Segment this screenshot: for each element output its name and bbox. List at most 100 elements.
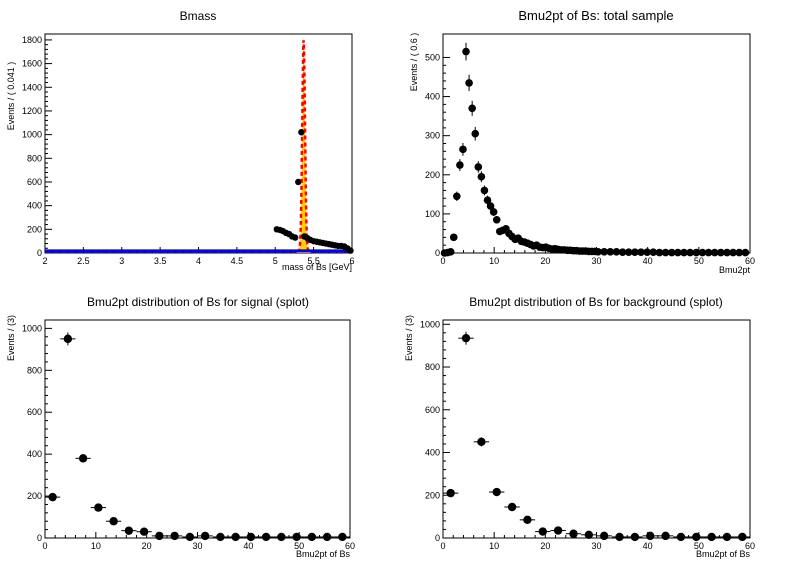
data-point: [155, 531, 164, 541]
x-tick-label: 30: [591, 541, 601, 551]
x-tick-label: 5.5: [307, 256, 320, 266]
data-point: [646, 531, 655, 541]
data-point: [459, 145, 467, 154]
y-tick-label: 1000: [22, 130, 42, 140]
panel-total-sample: Bmu2pt of Bs: total sample Events / ( 0.…: [409, 8, 755, 275]
data-point: [710, 248, 719, 257]
data-point: [474, 163, 483, 171]
data-point: [707, 532, 716, 542]
x-tick-label: 20: [142, 541, 152, 551]
data-point: [468, 104, 476, 113]
data-point: [538, 527, 547, 536]
plot-frame: [442, 33, 751, 254]
x-tick-label: 4.5: [231, 256, 244, 266]
data-point: [584, 530, 594, 539]
data-point: [446, 488, 455, 498]
y-tick-label: 1000: [22, 323, 42, 333]
data-point: [462, 47, 470, 56]
data-point: [492, 215, 501, 224]
data-point: [615, 532, 624, 542]
y-tick-label: 500: [425, 52, 440, 62]
x-tick-label: 60: [345, 541, 355, 551]
x-axis-label: Bmu2pt of Bs: [696, 549, 751, 559]
data-point: [631, 248, 639, 257]
plot-area: 2 2.5 3 3.5 4 4.5 5 5.5 6 0 200 400 600 800 1000 1200 14…: [22, 33, 355, 266]
x-tick-label: 0: [42, 541, 47, 551]
data-point: [486, 202, 495, 210]
plot-area: 0 10 20 30 40 50 60 0 100 200 300 400 500: [425, 33, 755, 266]
data-point: [292, 532, 301, 542]
data-point: [449, 233, 458, 242]
x-tick-label: 20: [540, 541, 550, 551]
signal-peak-fill: [296, 40, 311, 254]
data-point: [680, 248, 688, 257]
x-axis-label: Bmu2pt of Bs: [296, 549, 351, 559]
data-point: [170, 531, 179, 541]
data-point: [292, 234, 299, 241]
x-tick-label: 60: [745, 256, 755, 266]
x-tick-label: 10: [91, 541, 101, 551]
x-tick-label: 3.5: [154, 256, 167, 266]
data-point: [461, 333, 471, 343]
data-point: [655, 248, 664, 257]
data-point: [523, 515, 532, 525]
x-tick-label: 30: [192, 541, 202, 551]
data-point: [661, 531, 670, 541]
data-point: [139, 527, 149, 536]
y-tick-label: 400: [425, 448, 440, 458]
data-point: [261, 532, 271, 542]
data-point: [489, 208, 498, 216]
data-point: [298, 129, 305, 136]
x-tick-label: 40: [643, 541, 653, 551]
data-point: [307, 532, 317, 542]
data-point: [322, 532, 332, 542]
data-point: [471, 129, 480, 138]
x-tick-label: 60: [745, 541, 755, 551]
data-point: [477, 172, 486, 181]
x-tick-label: 40: [643, 256, 653, 266]
data-point: [612, 248, 621, 256]
data-point: [109, 517, 118, 526]
y-tick-label: 600: [27, 177, 42, 187]
data-point: [492, 487, 501, 497]
x-tick-label: 50: [694, 541, 704, 551]
data-point: [480, 186, 489, 195]
chart-title: Bmu2pt of Bs: total sample: [518, 8, 673, 23]
y-tick-label: 400: [27, 449, 42, 459]
data-point: [717, 248, 725, 257]
data-point: [741, 248, 750, 257]
plot-frame: [442, 319, 751, 539]
y-axis-label: Events / (3): [6, 315, 16, 361]
data-point: [456, 161, 464, 169]
y-tick-label: 1000: [420, 319, 440, 329]
data-point: [295, 178, 302, 186]
y-tick-label: 1600: [22, 59, 42, 69]
data-point: [231, 532, 240, 542]
panel-signal-splot: Bmu2pt distribution of Bs for signal (sp…: [6, 295, 355, 559]
x-tick-label: 10: [489, 256, 499, 266]
x-tick-label: 4: [196, 256, 201, 266]
x-tick-label: 6: [349, 256, 354, 266]
data-point: [643, 248, 651, 257]
data-point: [600, 248, 608, 256]
data-point: [63, 334, 73, 344]
x-tick-label: 2: [42, 256, 47, 266]
y-tick-label: 0: [37, 248, 42, 258]
y-tick-label: 400: [425, 92, 440, 102]
x-tick-label: 5: [273, 256, 278, 266]
data-point: [722, 532, 732, 542]
x-tick-label: 20: [540, 256, 550, 266]
data-point: [453, 192, 461, 201]
x-tick-label: 2.5: [77, 256, 90, 266]
y-tick-label: 200: [27, 491, 42, 501]
y-tick-label: 200: [425, 490, 440, 500]
data-point: [200, 531, 210, 541]
x-tick-label: 0: [440, 256, 445, 266]
data-point: [124, 526, 134, 535]
data-point: [729, 248, 737, 257]
data-point: [692, 532, 701, 542]
chart-title: Bmu2pt distribution of Bs for signal (sp…: [87, 295, 309, 309]
